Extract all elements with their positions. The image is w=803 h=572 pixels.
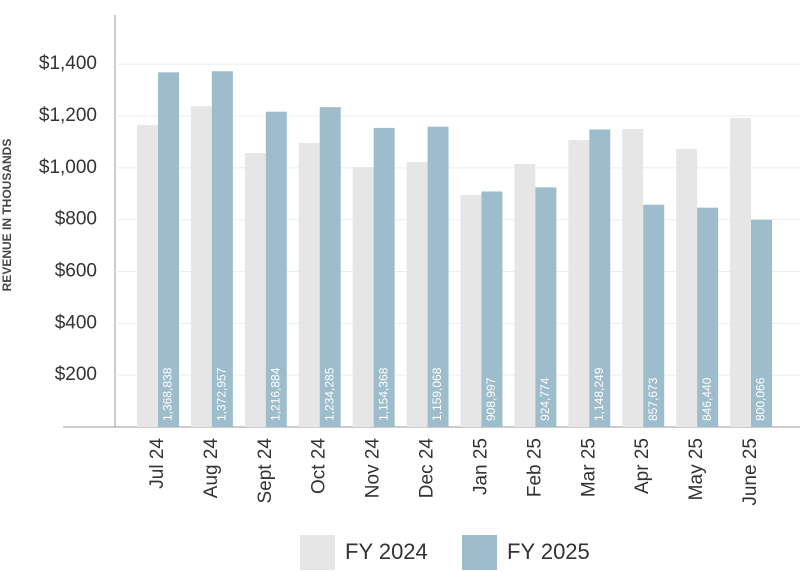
x-tick-label: Aug 24 [201,438,222,499]
bar [244,153,266,427]
x-tick-label: Jan 25 [470,438,491,495]
bar [265,111,287,427]
bar [589,129,611,427]
y-tick-label: $1,200 [39,105,97,126]
legend-swatch [300,535,335,570]
bar [643,204,665,427]
value-label: 1,154,368 [376,367,390,421]
value-label: 1,159,068 [430,367,444,421]
bar [406,162,428,427]
value-label: 924,774 [538,377,552,421]
value-label: 1,372,957 [215,367,229,421]
bar [211,71,233,427]
bar [298,143,320,427]
y-tick-label: $1,400 [39,53,97,74]
bar [136,125,158,427]
x-tick-label: Oct 24 [309,438,330,494]
bar [157,72,179,428]
bar [514,163,536,427]
value-label: 846,440 [700,377,714,421]
bar [481,191,503,427]
x-tick-label: Dec 24 [417,438,438,499]
bar [751,219,773,427]
x-tick-label: June 25 [740,438,761,506]
bar [535,187,557,427]
bar [352,167,374,427]
bar [622,129,644,427]
legend-swatch [462,535,497,570]
x-tick-label: Nov 24 [363,438,384,499]
value-label: 1,368,838 [161,367,175,421]
y-tick-label: $200 [55,364,97,385]
y-tick-label: $800 [55,209,97,230]
bar [730,118,752,427]
x-tick-label: May 25 [686,438,707,500]
bar [373,127,395,428]
bar [697,207,719,427]
bar [568,140,590,427]
value-label: 1,216,884 [268,367,282,421]
x-tick-label: Apr 25 [632,438,653,494]
legend-label: FY 2024 [345,539,428,564]
value-label: 800,066 [754,377,768,421]
value-label: 857,673 [646,377,660,421]
x-tick-label: Mar 25 [578,438,599,497]
bar [676,148,698,427]
value-label: 1,148,249 [592,367,606,421]
y-axis-label: REVENUE IN THOUSANDS [0,139,14,292]
value-label: 908,997 [484,377,498,421]
x-tick-label: Feb 25 [524,438,545,497]
y-tick-label: $1,000 [39,157,97,178]
y-tick-label: $600 [55,261,97,282]
bar [319,107,341,427]
value-label: 1,234,285 [322,367,336,421]
bar [190,106,212,428]
x-tick-label: Jul 24 [147,438,168,489]
bar [427,126,449,428]
legend-label: FY 2025 [507,539,590,564]
bar [460,195,482,427]
x-tick-label: Sept 24 [255,438,276,504]
y-tick-label: $400 [55,312,97,333]
